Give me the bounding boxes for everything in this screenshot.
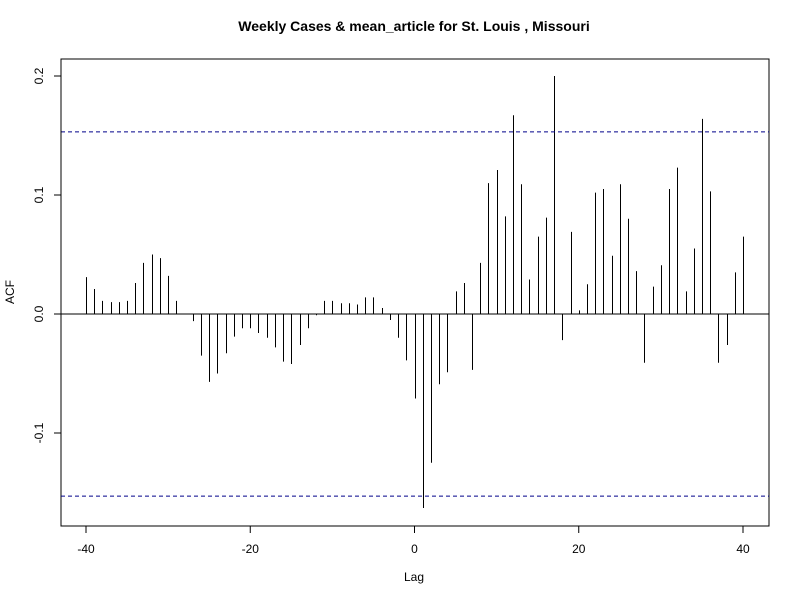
plot-frame [60, 58, 770, 527]
y-tick-label: 0.1 [32, 186, 46, 203]
y-tick-label: 0.0 [32, 305, 46, 322]
chart-title: Weekly Cases & mean_article for St. Loui… [238, 18, 589, 34]
x-tick-label: -40 [77, 542, 95, 556]
x-tick-label: 40 [736, 542, 750, 556]
x-tick-label: -20 [242, 542, 260, 556]
x-tick-label: 0 [411, 542, 418, 556]
x-axis: -40 -20 0 20 40 [77, 525, 750, 556]
y-axis-title: ACF [3, 280, 17, 304]
y-tick-label: -0.1 [32, 422, 46, 443]
y-tick-label: 0.2 [32, 67, 46, 84]
x-axis-title: Lag [404, 570, 424, 584]
acf-bars [61, 76, 769, 508]
confidence-bounds [61, 131, 769, 497]
y-axis: -0.1 0.0 0.1 0.2 [32, 67, 62, 443]
x-tick-label: 20 [572, 542, 586, 556]
